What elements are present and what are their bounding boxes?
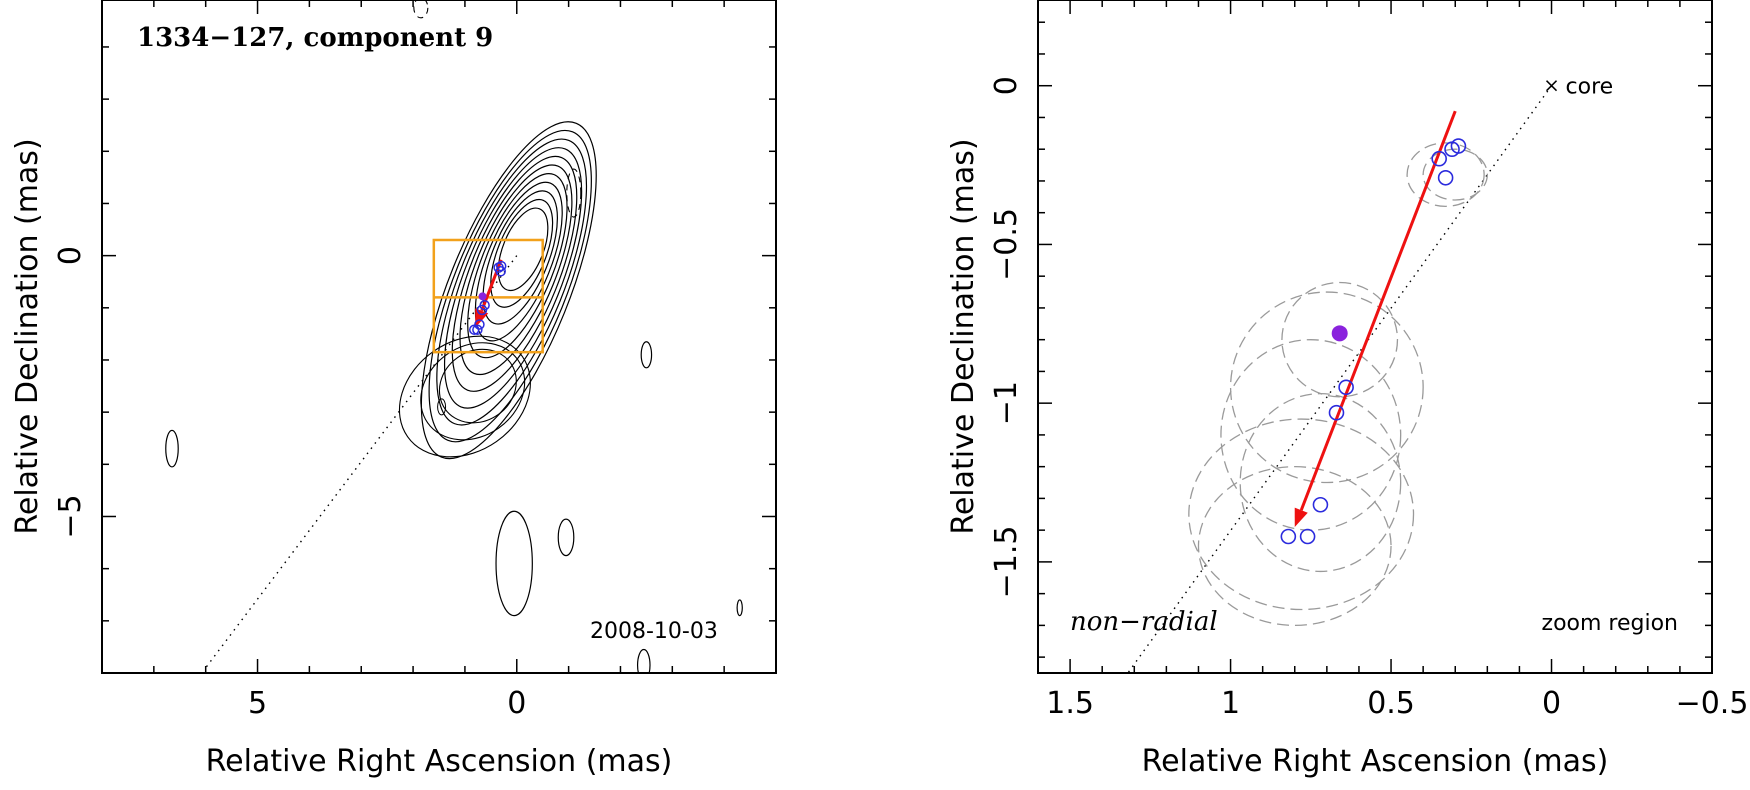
filled-point: [478, 292, 487, 301]
component-marker: [469, 324, 480, 335]
secondary-contour: [636, 648, 651, 673]
ridge-line: [205, 255, 518, 669]
right-x-axis-label: Relative Right Ascension (mas): [1142, 744, 1609, 779]
y-tick-label: −1.5: [989, 525, 1024, 598]
x-tick-label: 5: [248, 686, 267, 721]
zoom-region-label: zoom region: [1542, 611, 1678, 636]
secondary-contour: [557, 518, 575, 557]
right-plot-frame: [1037, 0, 1713, 674]
left-plot-area: [165, 0, 743, 673]
negative-contour: [566, 168, 582, 218]
component-marker: [1437, 169, 1454, 186]
error-ellipse: [1197, 466, 1392, 627]
error-ellipse: [1422, 148, 1488, 201]
component-marker: [472, 324, 483, 335]
observation-date: 2008-10-03: [590, 619, 718, 644]
right-plot-area: [1127, 80, 1558, 673]
right-panel: 1.5 1 0.5 0 −0.50−0.5−1−1.5 core non−radial …: [946, 0, 1748, 779]
filled-point: [1331, 325, 1348, 342]
component-marker: [495, 266, 506, 277]
component-marker: [476, 304, 488, 316]
y-tick-label: 0: [989, 76, 1024, 95]
secondary-contour: [640, 341, 653, 369]
x-tick-label: 1: [1221, 686, 1240, 721]
contour-outer: [398, 335, 531, 458]
left-ticks: 5 0 0 −5: [53, 0, 777, 721]
secondary-contour: [736, 599, 743, 617]
negative-contour: [413, 0, 429, 19]
left-plot-title: 1334−127, component 9: [137, 23, 493, 53]
ridge-line: [1127, 85, 1553, 673]
secondary-contour: [495, 510, 533, 617]
motion-arrow: [1299, 110, 1457, 511]
contour-level: [482, 190, 558, 325]
secondary-contour: [165, 429, 179, 468]
right-ticks: 1.5 1 0.5 0 −0.5 0 −0.5 −1 −1.5: [989, 0, 1748, 721]
left-plot-frame: [101, 0, 777, 674]
component-marker: [1338, 379, 1354, 396]
contour-level: [428, 129, 592, 443]
x-tick-label: 0.5: [1367, 686, 1415, 721]
left-x-axis-label: Relative Right Ascension (mas): [206, 744, 673, 779]
right-y-axis-label: Relative Declination (mas): [946, 138, 981, 534]
component-marker: [1431, 150, 1447, 167]
contour-level: [420, 121, 597, 460]
contour-level: [497, 207, 549, 292]
y-tick-label: −5: [53, 494, 88, 538]
contour-level: [474, 181, 563, 342]
component-marker: [1312, 496, 1329, 513]
error-ellipse: [1220, 339, 1402, 531]
contour-level: [436, 138, 588, 426]
component-marker: [1328, 404, 1345, 421]
core-label: core: [1566, 75, 1614, 100]
left-panel: 5 0 0 −5 1334−127, component 9 2008-10-03 R…: [10, 0, 777, 779]
contour-outer: [420, 342, 526, 441]
core-marker: [1545, 80, 1558, 92]
component-marker: [1299, 528, 1316, 545]
left-y-axis-label: Relative Declination (mas): [10, 138, 45, 534]
x-tick-label: 0: [1542, 686, 1561, 721]
x-tick-label: 0: [507, 686, 526, 721]
contour-small: [437, 398, 447, 416]
error-ellipse: [1239, 392, 1402, 573]
y-tick-label: 0: [53, 246, 88, 265]
contour-outer: [438, 348, 517, 424]
non-radial-annotation: non−radial: [1070, 607, 1218, 637]
contour-level: [451, 155, 578, 392]
x-tick-label: 1.5: [1046, 686, 1094, 721]
component-marker: [1450, 138, 1467, 154]
zoom-box: [432, 238, 544, 354]
x-tick-label: −0.5: [1676, 686, 1749, 721]
error-ellipse: [1229, 291, 1424, 484]
contour-level: [467, 173, 568, 359]
y-tick-label: −1: [989, 381, 1024, 425]
y-tick-label: −0.5: [989, 208, 1024, 281]
component-marker: [1280, 528, 1297, 545]
component-marker: [495, 260, 507, 272]
contour-level: [443, 147, 583, 409]
error-ellipse: [1406, 142, 1485, 207]
error-ellipse: [1188, 418, 1415, 611]
motion-arrow-head: [1294, 507, 1308, 527]
contour-level: [459, 164, 573, 376]
